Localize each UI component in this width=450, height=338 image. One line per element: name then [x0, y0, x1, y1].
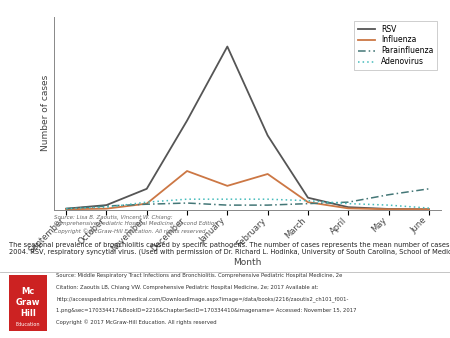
Text: The seasonal prevalence of bronchiolitis caused by specific pathogens. The numbe: The seasonal prevalence of bronchiolitis… — [9, 242, 450, 248]
Legend: RSV, Influenza, Parainfluenza, Adenovirus: RSV, Influenza, Parainfluenza, Adenoviru… — [354, 21, 437, 70]
X-axis label: Month: Month — [233, 258, 262, 267]
Y-axis label: Number of cases: Number of cases — [41, 75, 50, 151]
Text: 2004. RSV, respiratory syncytial virus. (Used with permission of Dr. Richard L. : 2004. RSV, respiratory syncytial virus. … — [9, 248, 450, 255]
Text: Graw: Graw — [16, 298, 40, 307]
Text: Copyright © 2017 McGraw-Hill Education. All rights reserved: Copyright © 2017 McGraw-Hill Education. … — [56, 319, 217, 325]
Text: Citation: Zaoutis LB, Chiang VW. Comprehensive Pediatric Hospital Medicine, 2e; : Citation: Zaoutis LB, Chiang VW. Compreh… — [56, 285, 319, 290]
Text: 1.png&sec=170334417&BookID=2216&ChapterSecID=170334410&imagename= Accessed: Nove: 1.png&sec=170334417&BookID=2216&ChapterS… — [56, 308, 357, 313]
Text: Hill: Hill — [20, 309, 36, 318]
Text: Source: Middle Respiratory Tract Infections and Bronchiolitis. Comprehensive Ped: Source: Middle Respiratory Tract Infecti… — [56, 273, 342, 278]
Text: Source: Lisa B. Zaoutis, Vincent W. Chiang:
Comprehensive Pediatric Hospital Med: Source: Lisa B. Zaoutis, Vincent W. Chia… — [54, 215, 218, 234]
Text: Mc: Mc — [22, 287, 35, 296]
Text: http://accesspediatrics.mhmedical.com/DownloadImage.aspx?image=/data/books/2216/: http://accesspediatrics.mhmedical.com/Do… — [56, 296, 349, 302]
Text: Education: Education — [16, 322, 40, 327]
